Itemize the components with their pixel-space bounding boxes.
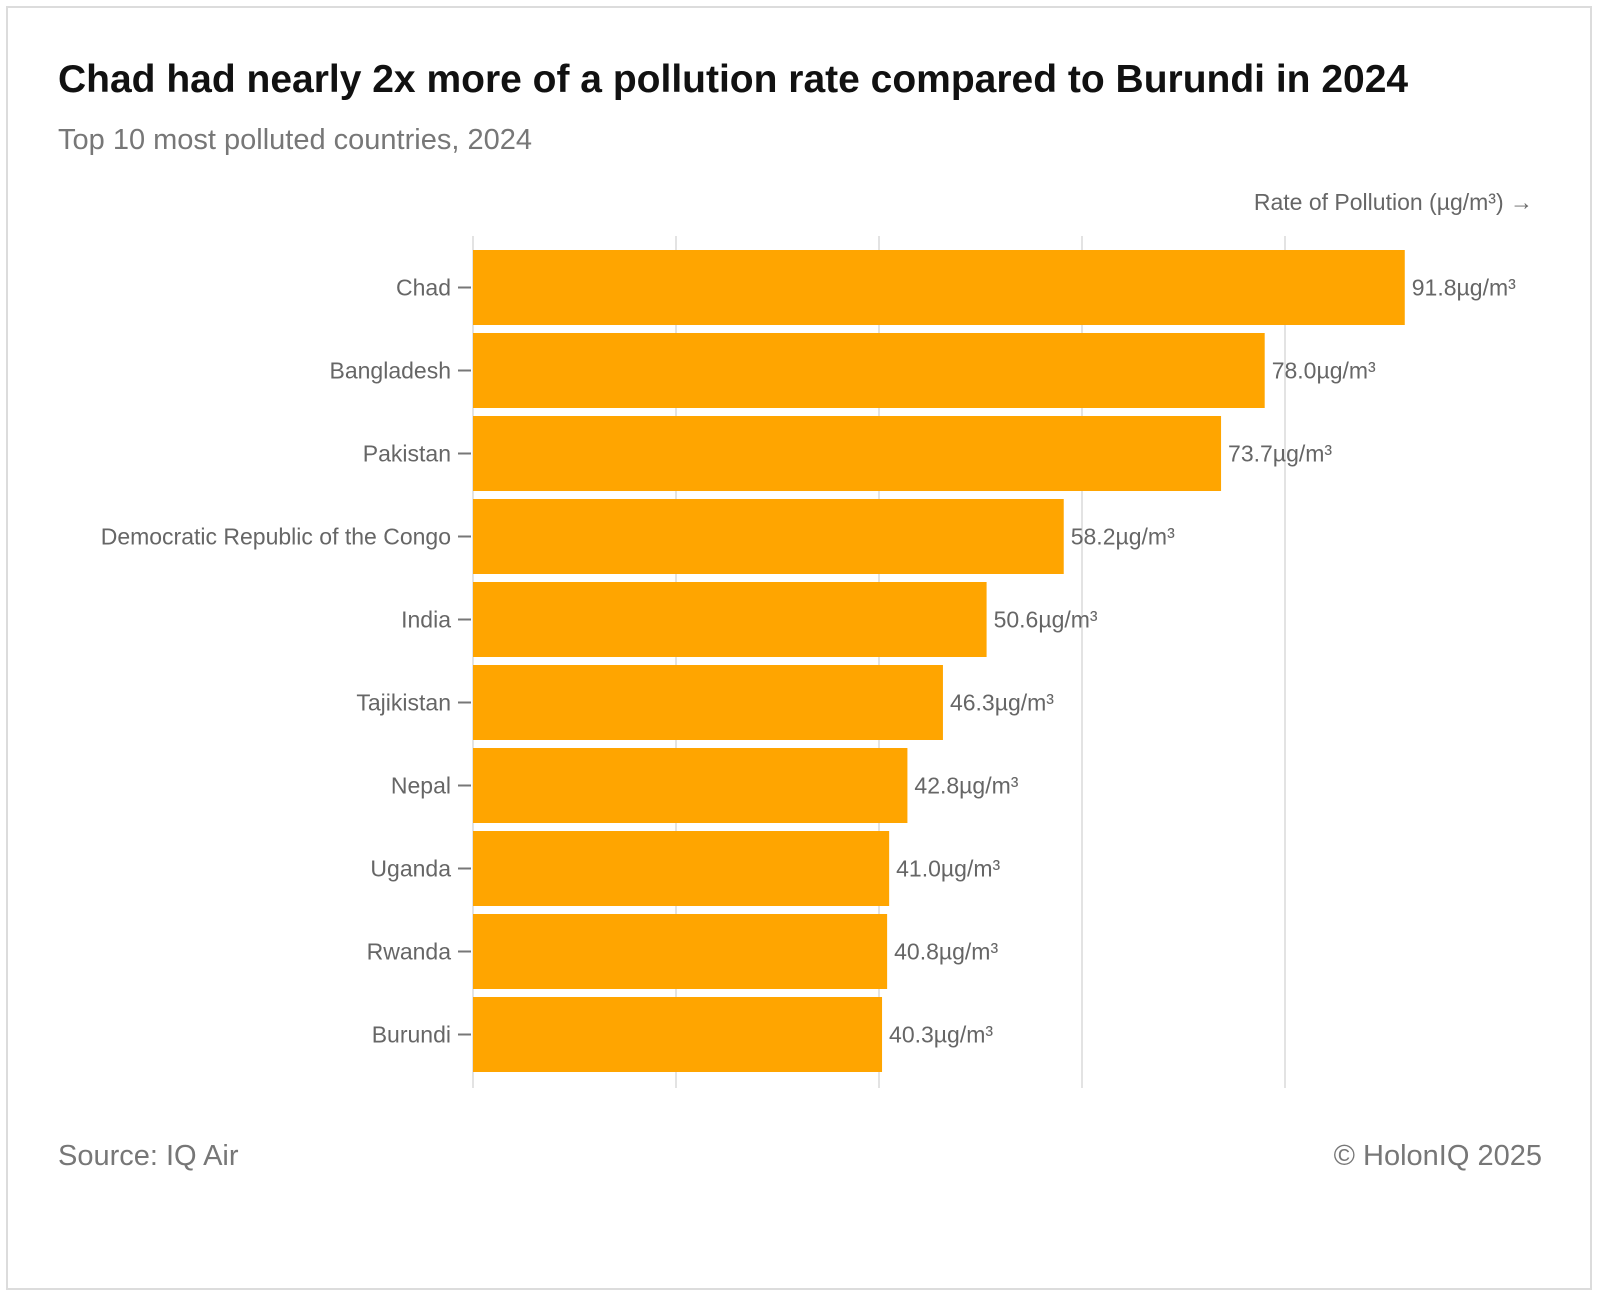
bar xyxy=(473,499,1064,574)
source-note: Source: IQ Air xyxy=(58,1140,239,1172)
bar xyxy=(473,748,908,823)
category-label: Uganda xyxy=(370,856,451,882)
category-label: Rwanda xyxy=(367,939,452,965)
bar xyxy=(473,831,890,906)
bar xyxy=(473,250,1405,325)
value-label: 41.0µg/m³ xyxy=(896,856,1000,882)
category-label: Chad xyxy=(396,275,451,301)
category-label: Tajikistan xyxy=(356,690,451,716)
bar xyxy=(473,416,1222,491)
value-label: 46.3µg/m³ xyxy=(950,690,1054,716)
value-label: 40.8µg/m³ xyxy=(894,939,998,965)
value-label: 73.7µg/m³ xyxy=(1228,441,1332,467)
value-label: 91.8µg/m³ xyxy=(1412,275,1516,301)
bar xyxy=(473,997,883,1072)
copyright-note: © HolonIQ 2025 xyxy=(1333,1140,1542,1172)
value-label: 42.8µg/m³ xyxy=(914,773,1018,799)
value-label: 78.0µg/m³ xyxy=(1272,358,1376,384)
value-label: 40.3µg/m³ xyxy=(889,1022,993,1048)
chart-title: Chad had nearly 2x more of a pollution r… xyxy=(58,58,1409,101)
category-label: Burundi xyxy=(372,1022,451,1048)
labels: Chad 91.8µg/m³ Bangladesh 78.0µg/m³ Pakistan… xyxy=(101,275,1516,1048)
category-label: Democratic Republic of the Congo xyxy=(101,524,451,550)
bar xyxy=(473,914,888,989)
bar xyxy=(473,665,943,740)
bar xyxy=(473,333,1265,408)
chart-subtitle: Top 10 most polluted countries, 2024 xyxy=(58,124,532,156)
category-label: Nepal xyxy=(391,773,451,799)
category-label: Pakistan xyxy=(363,441,451,467)
x-axis-label: Rate of Pollution (µg/m³) → xyxy=(1254,189,1533,215)
value-label: 50.6µg/m³ xyxy=(994,607,1098,633)
bars xyxy=(473,250,1405,1072)
value-label: 58.2µg/m³ xyxy=(1071,524,1175,550)
bar xyxy=(473,582,987,657)
category-label: India xyxy=(401,607,451,633)
category-label: Bangladesh xyxy=(330,358,452,384)
